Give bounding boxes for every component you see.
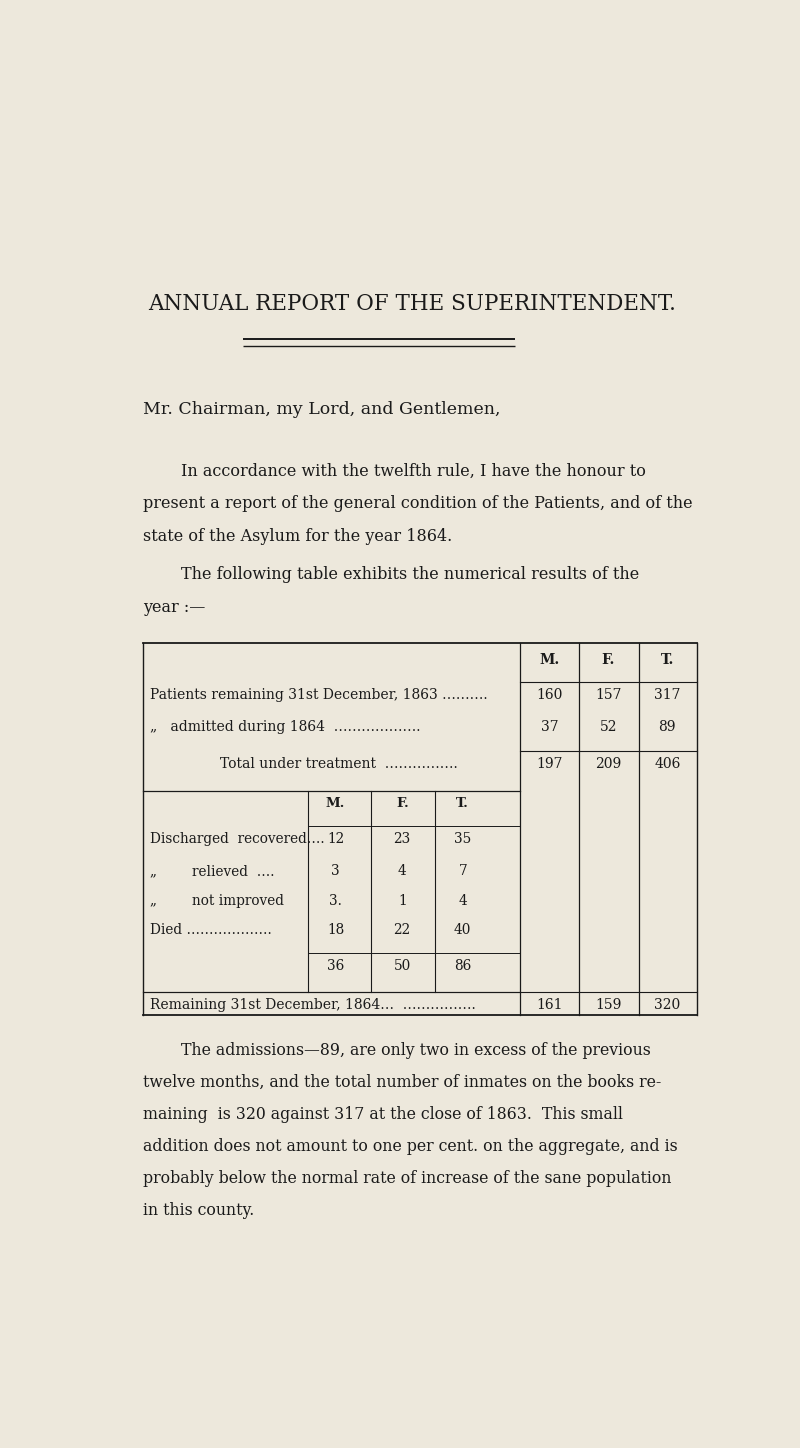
- Text: 50: 50: [394, 959, 411, 973]
- Text: 197: 197: [536, 757, 562, 770]
- Text: 4: 4: [458, 893, 467, 908]
- Text: Patients remaining 31st December, 1863 ……….: Patients remaining 31st December, 1863 ……: [150, 688, 488, 702]
- Text: 1: 1: [398, 893, 406, 908]
- Text: present a report of the general condition of the Patients, and of the: present a report of the general conditio…: [142, 495, 692, 513]
- Text: 7: 7: [458, 864, 467, 879]
- Text: 209: 209: [595, 757, 622, 770]
- Text: probably below the normal rate of increase of the sane population: probably below the normal rate of increa…: [142, 1170, 671, 1187]
- Text: „        not improved: „ not improved: [150, 893, 284, 908]
- Text: „   admitted during 1864  ……………….: „ admitted during 1864 ……………….: [150, 721, 421, 734]
- Text: Discharged  recovered….: Discharged recovered….: [150, 833, 325, 846]
- Text: 35: 35: [454, 833, 471, 846]
- Text: 159: 159: [595, 998, 622, 1012]
- Text: 22: 22: [394, 922, 411, 937]
- Text: ANNUAL REPORT OF THE SUPERINTENDENT.: ANNUAL REPORT OF THE SUPERINTENDENT.: [148, 292, 676, 316]
- Text: Remaining 31st December, 1864…  …………….: Remaining 31st December, 1864… …………….: [150, 998, 476, 1012]
- Text: year :—: year :—: [142, 599, 205, 617]
- Text: 86: 86: [454, 959, 471, 973]
- Text: M.: M.: [539, 653, 560, 666]
- Text: 37: 37: [541, 721, 558, 734]
- Text: 23: 23: [394, 833, 411, 846]
- Text: T.: T.: [661, 653, 674, 666]
- Text: 406: 406: [654, 757, 681, 770]
- Text: F.: F.: [396, 798, 409, 811]
- Text: M.: M.: [326, 798, 346, 811]
- Text: The admissions—89, are only two in excess of the previous: The admissions—89, are only two in exces…: [182, 1043, 651, 1060]
- Text: The following table exhibits the numerical results of the: The following table exhibits the numeric…: [182, 566, 640, 584]
- Text: In accordance with the twelfth rule, I have the honour to: In accordance with the twelfth rule, I h…: [182, 462, 646, 479]
- Text: 160: 160: [536, 688, 562, 702]
- Text: twelve months, and the total number of inmates on the books re-: twelve months, and the total number of i…: [142, 1074, 661, 1092]
- Text: F.: F.: [602, 653, 615, 666]
- Text: 3: 3: [331, 864, 340, 879]
- Text: 161: 161: [536, 998, 562, 1012]
- Text: 320: 320: [654, 998, 681, 1012]
- Text: 52: 52: [600, 721, 617, 734]
- Text: Mr. Chairman, my Lord, and Gentlemen,: Mr. Chairman, my Lord, and Gentlemen,: [142, 401, 500, 418]
- Text: state of the Asylum for the year 1864.: state of the Asylum for the year 1864.: [142, 529, 452, 544]
- Text: „        relieved  ….: „ relieved ….: [150, 864, 275, 879]
- Text: Total under treatment  …………….: Total under treatment …………….: [220, 757, 458, 770]
- Text: addition does not amount to one per cent. on the aggregate, and is: addition does not amount to one per cent…: [142, 1138, 678, 1156]
- Text: T.: T.: [456, 798, 469, 811]
- Text: 18: 18: [327, 922, 344, 937]
- Text: 317: 317: [654, 688, 681, 702]
- Text: 12: 12: [327, 833, 344, 846]
- Text: 40: 40: [454, 922, 471, 937]
- Text: Died ……………….: Died ……………….: [150, 922, 272, 937]
- Text: in this county.: in this county.: [142, 1202, 254, 1219]
- Text: 157: 157: [595, 688, 622, 702]
- Text: 36: 36: [327, 959, 344, 973]
- Text: 3.: 3.: [329, 893, 342, 908]
- Text: 89: 89: [658, 721, 676, 734]
- Text: maining  is 320 against 317 at the close of 1863.  This small: maining is 320 against 317 at the close …: [142, 1106, 622, 1124]
- Text: 4: 4: [398, 864, 406, 879]
